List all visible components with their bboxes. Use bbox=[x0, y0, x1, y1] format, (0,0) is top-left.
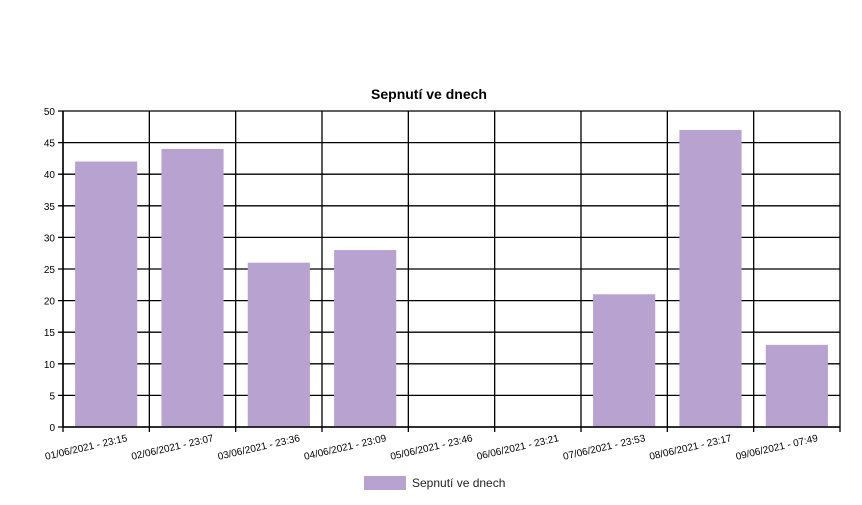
bar bbox=[75, 161, 138, 427]
x-tick-label: 06/06/2021 - 23:21 bbox=[476, 433, 561, 463]
legend-swatch bbox=[364, 476, 406, 490]
x-tick-label: 03/06/2021 - 23:36 bbox=[217, 433, 302, 463]
x-tick-label: 09/06/2021 - 07:49 bbox=[735, 433, 820, 463]
y-tick-label: 20 bbox=[44, 297, 56, 308]
x-tick-label: 04/06/2021 - 23:09 bbox=[303, 433, 388, 463]
bar bbox=[334, 250, 397, 427]
x-tick-label: 01/06/2021 - 23:15 bbox=[44, 433, 129, 463]
y-tick-label: 0 bbox=[49, 423, 55, 434]
bar bbox=[765, 344, 828, 427]
bar bbox=[679, 129, 742, 427]
y-tick-label: 5 bbox=[49, 391, 55, 402]
bar bbox=[161, 148, 224, 428]
x-tick-label: 08/06/2021 - 23:17 bbox=[648, 433, 733, 463]
y-tick-label: 25 bbox=[44, 265, 56, 276]
x-tick-label: 02/06/2021 - 23:07 bbox=[130, 433, 215, 463]
y-tick-label: 35 bbox=[44, 202, 56, 213]
y-tick-label: 15 bbox=[44, 328, 56, 339]
x-tick-label: 05/06/2021 - 23:46 bbox=[389, 433, 474, 463]
bar bbox=[247, 262, 310, 427]
y-tick-label: 50 bbox=[44, 107, 56, 118]
bar bbox=[593, 294, 656, 427]
chart-title: Sepnutí ve dnech bbox=[371, 86, 487, 102]
y-tick-label: 10 bbox=[44, 360, 56, 371]
y-tick-label: 30 bbox=[44, 233, 56, 244]
x-tick-label: 07/06/2021 - 23:53 bbox=[562, 433, 647, 463]
y-tick-label: 40 bbox=[44, 170, 56, 181]
legend: Sepnutí ve dnech bbox=[364, 476, 505, 490]
y-tick-label: 45 bbox=[44, 139, 56, 150]
legend-label: Sepnutí ve dnech bbox=[412, 476, 506, 490]
